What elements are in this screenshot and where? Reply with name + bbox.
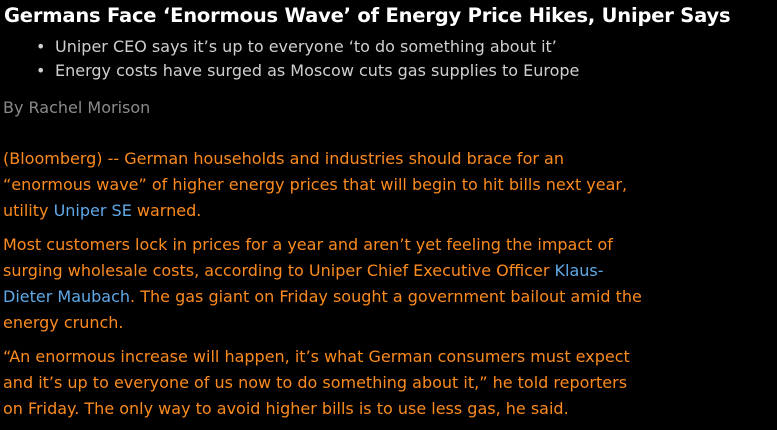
article-paragraph-3: “An enormous increase will happen, it’s … [3, 344, 775, 422]
summary-bullets: • Uniper CEO says it’s up to everyone ‘t… [36, 35, 579, 83]
article-paragraph-1: (Bloomberg) -- German households and ind… [3, 146, 775, 224]
paragraph-line: on Friday. The only way to avoid higher … [3, 399, 569, 418]
summary-bullet-text: Energy costs have surged as Moscow cuts … [55, 61, 580, 80]
paragraph-text: utility [3, 201, 54, 220]
klaus-dieter-maubach-link-continued[interactable]: Dieter Maubach [3, 287, 131, 306]
paragraph-line: “An enormous increase will happen, it’s … [3, 347, 630, 366]
bullet-icon: • [36, 37, 46, 56]
article-byline: By Rachel Morison [3, 98, 151, 117]
uniper-se-link[interactable]: Uniper SE [53, 201, 132, 220]
paragraph-line: and it’s up to everyone of us now to do … [3, 373, 628, 392]
paragraph-line: Most customers lock in prices for a year… [3, 235, 613, 254]
summary-bullet: • Uniper CEO says it’s up to everyone ‘t… [36, 35, 579, 59]
article-paragraph-2: Most customers lock in prices for a year… [3, 232, 775, 336]
paragraph-text: . The gas giant on Friday sought a gover… [130, 287, 642, 306]
paragraph-line: “enormous wave” of higher energy prices … [3, 175, 628, 194]
paragraph-text: warned. [131, 201, 202, 220]
summary-bullet: • Energy costs have surged as Moscow cut… [36, 59, 579, 83]
article-headline: Germans Face ‘Enormous Wave’ of Energy P… [4, 4, 731, 27]
klaus-dieter-maubach-link[interactable]: Klaus- [554, 261, 604, 280]
paragraph-text: surging wholesale costs, according to Un… [3, 261, 555, 280]
bullet-icon: • [36, 61, 46, 80]
paragraph-line: (Bloomberg) -- German households and ind… [3, 149, 564, 168]
paragraph-line: energy crunch. [3, 313, 124, 332]
summary-bullet-text: Uniper CEO says it’s up to everyone ‘to … [55, 37, 557, 56]
article-body: (Bloomberg) -- German households and ind… [3, 146, 775, 430]
